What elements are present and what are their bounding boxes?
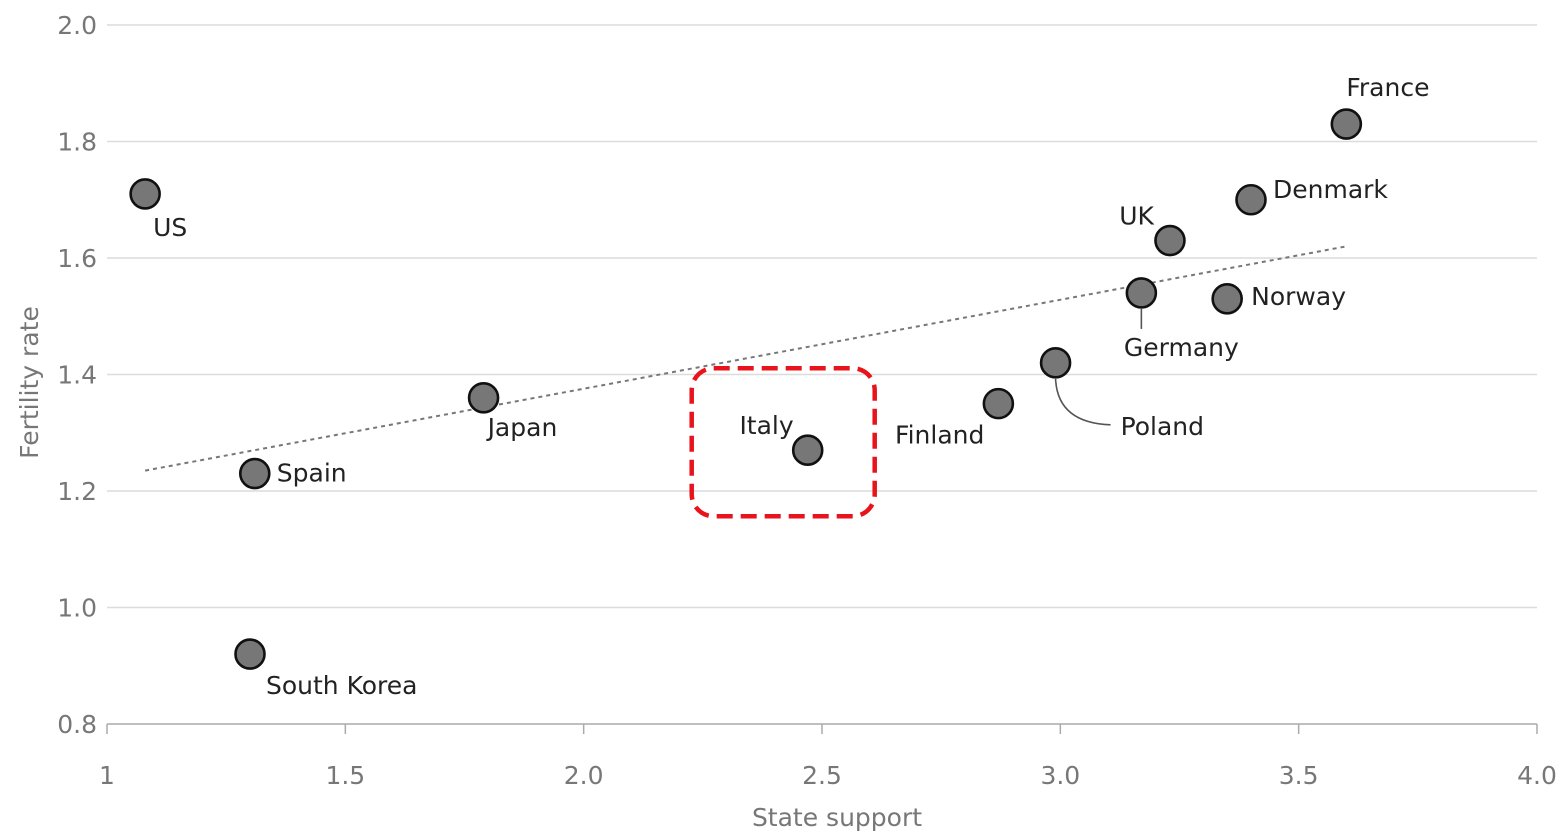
data-point-norway — [1211, 282, 1243, 315]
data-points — [129, 108, 1363, 670]
point-label-south-korea: South Korea — [266, 671, 417, 700]
highlight-group — [689, 365, 877, 519]
point-label-norway: Norway — [1251, 282, 1346, 311]
data-point-finland — [982, 387, 1015, 420]
data-point-france — [1330, 108, 1363, 140]
point-label-denmark: Denmark — [1273, 175, 1388, 204]
data-point-poland — [1039, 347, 1072, 379]
x-tick-label: 1 — [99, 761, 115, 790]
data-point-uk — [1154, 224, 1186, 257]
data-point-italy — [791, 434, 824, 467]
x-tick-label: 3.0 — [1040, 761, 1080, 790]
y-tick-label: 2.0 — [57, 11, 97, 40]
label-leaders — [1054, 308, 1143, 426]
point-label-france: France — [1346, 73, 1429, 102]
data-point-denmark — [1235, 183, 1267, 216]
highlight-box — [689, 365, 877, 519]
y-tick-label: 1.6 — [57, 244, 97, 273]
x-tick-label: 2.5 — [802, 761, 842, 790]
y-tick-label: 1.2 — [57, 477, 97, 506]
axes: 0.8 1.0 1.2 1.4 1.6 1.8 2.0 1 1.5 2.0 2.5 3.0 3.5 4.0 — [57, 11, 1557, 790]
point-label-germany: Germany — [1124, 333, 1239, 362]
data-point-us — [129, 178, 161, 210]
y-tick-label: 1.8 — [57, 128, 97, 157]
y-tick-label: 1.4 — [57, 361, 97, 390]
x-axis-title: State support — [752, 803, 922, 832]
poland-leader-line — [1054, 378, 1111, 426]
point-label-poland: Poland — [1121, 412, 1204, 441]
y-axis-title: Fertility rate — [15, 306, 44, 459]
point-label-us: US — [153, 213, 187, 242]
x-tick-label: 2.0 — [564, 761, 604, 790]
point-label-italy: Italy — [739, 411, 793, 440]
x-tick-label: 3.5 — [1279, 761, 1319, 790]
data-point-japan — [467, 381, 500, 414]
data-point-germany — [1125, 277, 1158, 309]
point-label-japan: Japan — [486, 413, 558, 442]
point-labels: US Spain South Korea Japan Italy Finland Polan… — [153, 73, 1429, 700]
point-label-finland: Finland — [895, 421, 984, 450]
y-tick-label: 1.0 — [57, 594, 97, 623]
data-point-spain — [238, 457, 271, 490]
gridlines — [107, 24, 1537, 725]
point-label-uk: UK — [1119, 202, 1154, 231]
x-tick-label: 4.0 — [1517, 761, 1557, 790]
x-tick-label: 1.5 — [325, 761, 365, 790]
y-tick-label: 0.8 — [57, 710, 97, 739]
point-label-spain: Spain — [277, 459, 347, 488]
data-point-south-korea — [234, 638, 266, 670]
